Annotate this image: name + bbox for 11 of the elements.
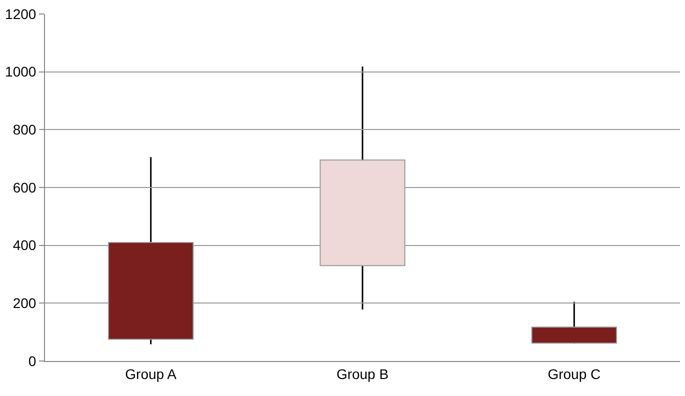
- x-tick-label: Group B: [336, 366, 389, 382]
- y-tick-label: 600: [12, 179, 36, 196]
- y-tick-label: 0: [28, 352, 36, 369]
- y-tick-label: 1200: [5, 6, 36, 22]
- y-tick-label: 200: [12, 295, 36, 312]
- x-tick-label: Group A: [125, 366, 178, 382]
- x-tick-label: Group C: [548, 366, 601, 382]
- y-tick-label: 800: [12, 122, 36, 138]
- y-tick-label: 400: [12, 237, 36, 254]
- bar: [531, 326, 617, 344]
- y-tick-label: 1000: [5, 64, 36, 80]
